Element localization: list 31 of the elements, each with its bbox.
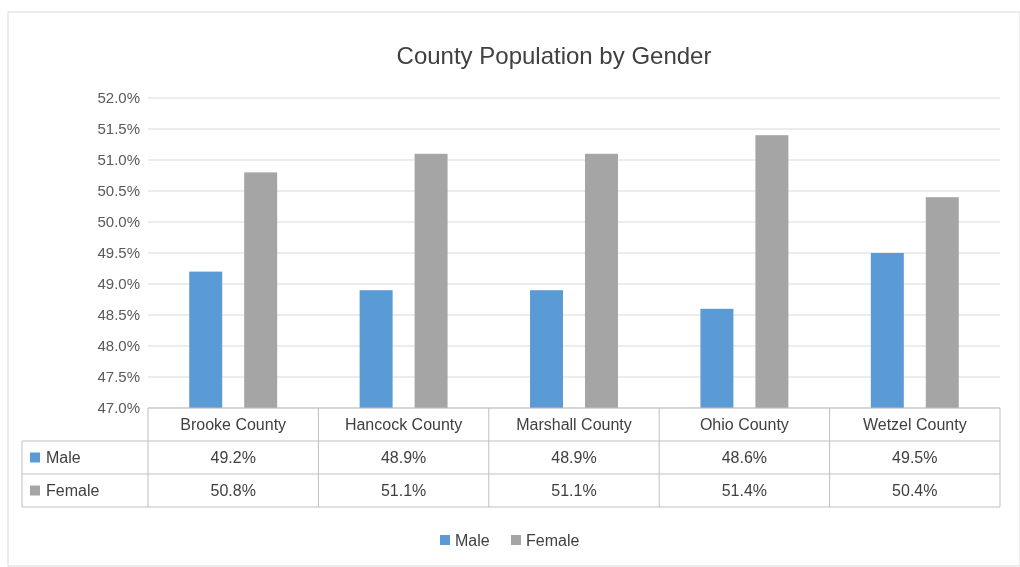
text: Male (455, 531, 490, 549)
text: 51.1% (551, 482, 597, 500)
text: 48.9% (551, 449, 597, 467)
legend-label: Female (526, 531, 580, 549)
y-tick-label: 50.0% (97, 213, 140, 231)
y-tick-label: 52.0% (97, 89, 140, 107)
y-tick-label: 47.0% (97, 399, 140, 417)
text: 50.8% (210, 482, 256, 500)
y-tick-label: 47.5% (97, 368, 140, 386)
y-tick-label: 50.5% (97, 182, 140, 200)
y-tick-label: 49.0% (97, 275, 140, 293)
x-tick-label: Hancock County (344, 416, 463, 434)
text: 48.9% (380, 449, 427, 467)
y-tick-label: 48.5% (97, 306, 140, 324)
text: 49.5% (892, 449, 938, 467)
text: Female (46, 482, 100, 500)
text: 49.2% (210, 449, 256, 467)
x-tick-label: Wetzel County (862, 416, 967, 434)
chart-title: County Population by Gender (396, 42, 712, 69)
y-tick-label: 51.5% (97, 120, 140, 138)
text: 51.4% (721, 482, 768, 500)
legend-label: Male (46, 449, 81, 467)
text: 51.1% (380, 482, 427, 500)
x-tick-label: Brooke County (180, 416, 287, 434)
y-tick-label: 48.0% (97, 337, 140, 355)
y-tick-label: 49.5% (97, 244, 140, 262)
x-tick-label: Marshall County (516, 416, 632, 434)
x-tick-label: Ohio County (699, 416, 789, 434)
text: 50.4% (892, 482, 938, 500)
y-tick-label: 51.0% (97, 151, 140, 169)
text: 48.6% (721, 449, 768, 467)
